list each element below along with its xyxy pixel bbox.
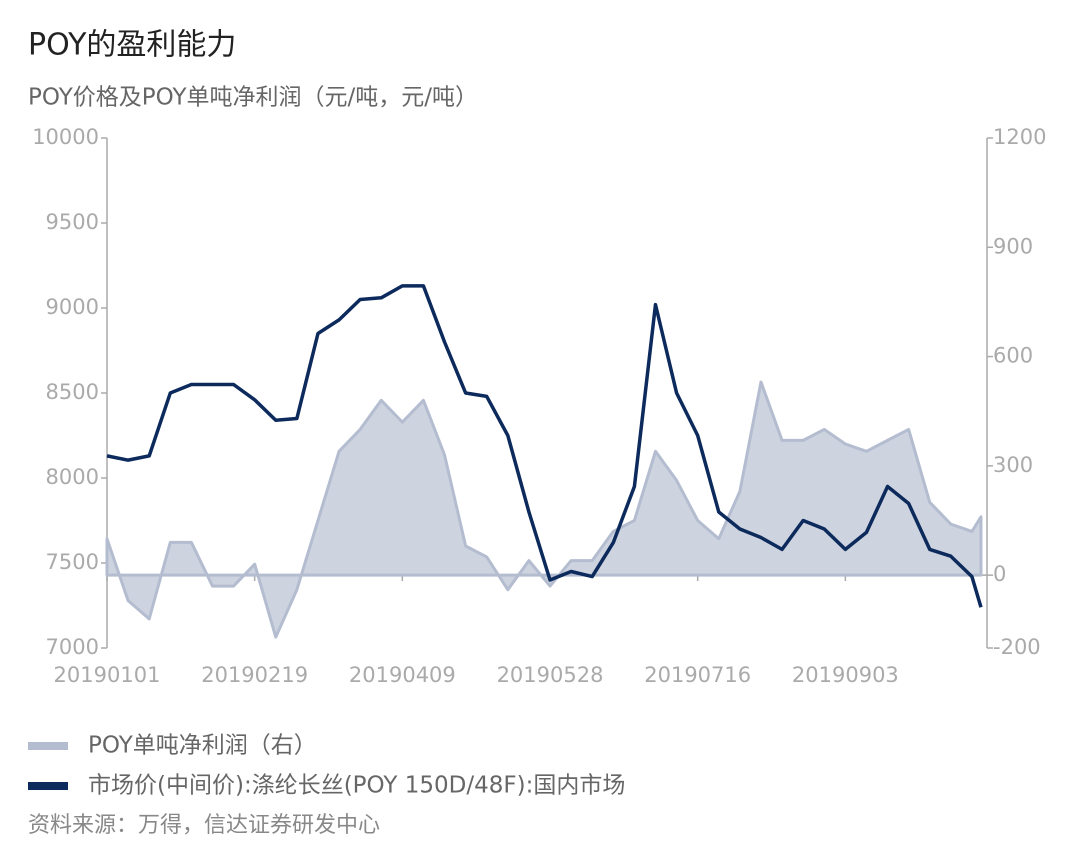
y-tick-label: 8500 <box>46 380 99 404</box>
y-tick-label: 9500 <box>46 210 99 234</box>
y2-tick-label: 300 <box>993 453 1033 477</box>
y2-tick-label: 900 <box>993 234 1033 258</box>
legend-label: POY单吨净利润（右） <box>88 733 317 759</box>
profit-area <box>105 380 983 639</box>
y2-tick-label: 1200 <box>993 125 1046 149</box>
x-tick-label: 20190101 <box>54 663 161 687</box>
x-tick-label: 20190716 <box>644 663 751 687</box>
y2-tick-label: 0 <box>993 562 1006 586</box>
y-tick-label: 8000 <box>46 465 99 489</box>
chart-title: POY的盈利能力 <box>28 28 236 63</box>
x-tick-label: 20190219 <box>201 663 308 687</box>
legend-swatch <box>28 742 68 750</box>
x-tick-label: 20190528 <box>497 663 604 687</box>
y-tick-label: 9000 <box>46 295 99 319</box>
price-line <box>106 284 983 608</box>
x-tick-label: 20190903 <box>792 663 899 687</box>
y-tick-label: 10000 <box>32 125 99 149</box>
x-tick-label: 20190409 <box>349 663 456 687</box>
y2-tick-label: -200 <box>993 635 1041 659</box>
legend-swatch <box>28 782 68 790</box>
y2-tick-label: 600 <box>993 344 1033 368</box>
y-tick-label: 7500 <box>46 550 99 574</box>
source-note: 资料来源：万得，信达证券研发中心 <box>28 813 380 838</box>
chart-subtitle: POY价格及POY单吨净利润（元/吨，元/吨） <box>28 85 478 111</box>
legend-label: 市场价(中间价):涤纶长丝(POY 150D/48F):国内市场 <box>88 773 625 799</box>
y-tick-label: 7000 <box>46 635 99 659</box>
